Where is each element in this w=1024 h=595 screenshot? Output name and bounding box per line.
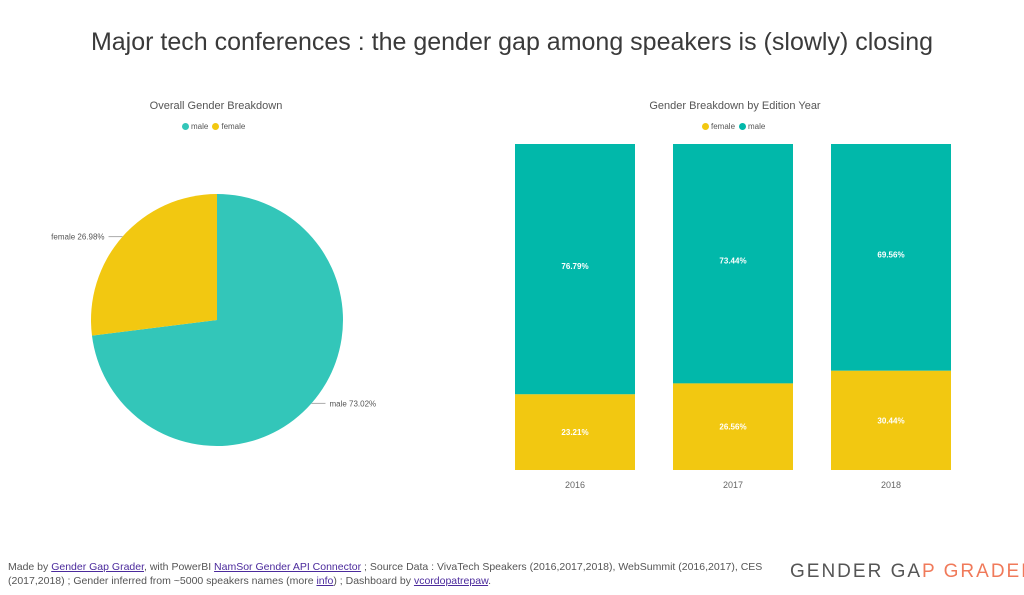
bar-male-2017[interactable] <box>673 144 793 384</box>
bar-label-male-2018: 69.56% <box>877 250 904 259</box>
bar-label-male-2016: 76.79% <box>561 262 588 271</box>
bar-female-2017[interactable] <box>673 383 793 470</box>
bar-label-female-2016: 23.21% <box>561 428 588 437</box>
legend-label-female: female <box>221 122 246 131</box>
pie-label-male: male 73.02% <box>329 399 376 408</box>
legend-item-female[interactable]: female <box>212 122 245 131</box>
legend-label-male: male <box>191 122 209 131</box>
brand-logo-part1: GENDER GA <box>790 561 923 582</box>
bar-chart-title: Gender Breakdown by Edition Year <box>649 100 821 112</box>
pie-legend[interactable]: male female <box>182 122 245 131</box>
legend-item-female[interactable]: female <box>702 122 735 131</box>
info-link[interactable]: info <box>316 575 334 587</box>
bar-male-2016[interactable] <box>515 144 635 395</box>
footer-text: , with PowerBI <box>144 561 215 573</box>
x-tick-label-2017: 2017 <box>723 480 743 490</box>
footer-text: ) ; Dashboard by <box>333 575 414 587</box>
author-link[interactable]: vcordopatrepaw <box>413 575 489 587</box>
pie-chart[interactable]: male 73.02% female 26.98% <box>0 140 460 470</box>
bar-female-2016[interactable] <box>515 394 635 470</box>
brand-logo-part2: P GRADER <box>922 561 1024 582</box>
footer-credits: Made by Gender Gap Grader, with PowerBI … <box>8 560 768 588</box>
bar-label-male-2017: 73.44% <box>719 257 746 266</box>
pie-slice-male[interactable] <box>91 194 344 446</box>
footer-text: Made by <box>8 561 52 573</box>
x-tick-label-2016: 2016 <box>565 480 585 490</box>
legend-label-female: female <box>711 122 736 131</box>
pie-label-female: female 26.98% <box>51 233 104 242</box>
legend-item-male[interactable]: male <box>182 122 208 131</box>
legend-dot-male <box>182 123 189 130</box>
bar-label-female-2017: 26.56% <box>719 423 746 432</box>
bar-male-2018[interactable] <box>831 144 951 371</box>
legend-item-male[interactable]: male <box>739 122 765 131</box>
bar-chart[interactable]: 76.79% 23.21% 2016 73.44% 26.56% 2017 69.56% 30… <box>480 140 990 500</box>
legend-dot-female <box>702 123 709 130</box>
x-tick-label-2018: 2018 <box>881 480 901 490</box>
pie-slice-female[interactable] <box>90 194 217 336</box>
brand-logo: GENDER GAP GRADER <box>790 561 1024 583</box>
gender-gap-grader-link[interactable]: Gender Gap Grader <box>51 561 145 573</box>
bar-female-2018[interactable] <box>831 370 951 470</box>
legend-label-male: male <box>748 122 766 131</box>
legend-dot-male <box>739 123 747 130</box>
page-title: Major tech conferences : the gender gap … <box>90 28 934 56</box>
namsor-connector-link[interactable]: NamSor Gender API Connector <box>214 561 362 573</box>
footer-text: . <box>488 575 491 587</box>
legend-dot-female <box>212 123 220 130</box>
bar-label-female-2018: 30.44% <box>877 416 904 425</box>
footer-text: ; Source Data : VivaTech Speakers (2016,… <box>8 561 763 587</box>
bar-legend[interactable]: female male <box>702 122 765 131</box>
pie-chart-title: Overall Gender Breakdown <box>149 100 283 112</box>
